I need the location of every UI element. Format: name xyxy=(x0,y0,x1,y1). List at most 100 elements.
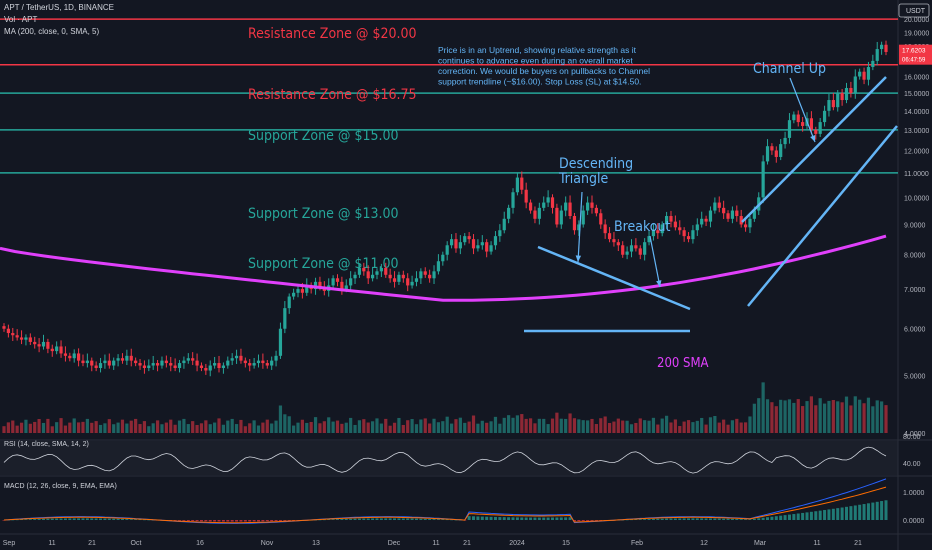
macd-histogram-bar xyxy=(845,506,849,520)
volume-bar xyxy=(761,382,765,433)
volume-bar xyxy=(621,420,625,433)
candle-body xyxy=(199,365,204,369)
macd-histogram-bar xyxy=(730,518,734,520)
volume-bar xyxy=(401,424,405,433)
candle-body xyxy=(700,218,704,225)
candle-body xyxy=(103,360,107,364)
candle-body xyxy=(94,365,98,369)
volume-bar xyxy=(471,415,476,433)
macd-histogram-bar xyxy=(836,508,840,520)
volume-bar xyxy=(151,423,155,433)
candle-body xyxy=(90,360,94,366)
volume-bar xyxy=(191,421,195,433)
volume-bar xyxy=(199,423,204,433)
commentary-line-3: support trendline (~$16.00). Stop Loss (… xyxy=(438,77,641,87)
candle-body xyxy=(362,267,366,272)
volume-bar xyxy=(590,418,594,433)
volume-bar xyxy=(239,419,243,433)
macd-histogram-bar xyxy=(388,518,392,520)
volume-bar xyxy=(599,418,603,433)
macd-histogram-bar xyxy=(472,516,476,520)
commentary-line-2: correction. We would be buyers on pullba… xyxy=(438,66,650,76)
candle-body xyxy=(41,341,46,347)
macd-histogram-bar xyxy=(243,520,247,522)
volume-bar xyxy=(252,420,256,433)
volume-bar xyxy=(616,418,620,433)
volume-bar xyxy=(362,419,366,433)
candle-body xyxy=(419,271,423,279)
candle-body xyxy=(85,360,89,364)
volume-bar xyxy=(226,420,230,433)
volume-bar xyxy=(370,421,375,433)
rsi-line xyxy=(3,446,887,474)
ma-legend: MA (200, close, 0, SMA, 5) xyxy=(4,27,100,36)
channel-up-label: Channel Up xyxy=(753,61,826,77)
volume-bar xyxy=(480,420,484,433)
macd-histogram-bar xyxy=(357,518,361,520)
candle-body xyxy=(844,87,849,101)
macd-histogram-bar xyxy=(787,514,791,520)
macd-histogram-bar xyxy=(502,517,506,520)
volume-bar xyxy=(884,405,888,433)
volume-bar xyxy=(107,419,111,433)
candle-body xyxy=(221,365,226,369)
macd-histogram-bar xyxy=(814,511,818,520)
macd-histogram-bar xyxy=(682,518,686,520)
volume-bar xyxy=(177,420,182,433)
macd-histogram-bar xyxy=(480,516,484,520)
macd-histogram-bar xyxy=(414,518,418,520)
candle-body xyxy=(234,355,239,359)
volume-bar xyxy=(454,419,458,433)
macd-histogram-bar xyxy=(524,517,528,520)
volume-bar xyxy=(577,419,581,433)
candle-body xyxy=(507,207,511,219)
macd-histogram-bar xyxy=(638,519,642,520)
volume-bar xyxy=(849,405,853,433)
volume-bar xyxy=(669,422,673,433)
level-label-1: Resistance Zone @ $16.75 xyxy=(248,87,417,103)
volume-bar xyxy=(752,403,756,433)
candle-body xyxy=(849,87,853,94)
volume-bar xyxy=(625,420,629,433)
macd-histogram-bar xyxy=(774,516,778,520)
macd-histogram-bar xyxy=(235,520,239,522)
candle-body xyxy=(33,341,37,345)
volume-bar xyxy=(831,400,835,433)
volume-bar xyxy=(24,419,28,433)
volume-bar xyxy=(629,424,634,433)
volume-bar xyxy=(515,415,520,433)
volume-bar xyxy=(313,417,318,433)
volume-bar xyxy=(217,418,221,433)
macd-histogram-bar xyxy=(880,501,884,520)
candle-body xyxy=(406,278,410,286)
macd-histogram-bar xyxy=(11,519,15,521)
time-tick: Mar xyxy=(754,540,767,547)
channel-lower-line xyxy=(747,125,898,307)
macd-histogram-bar xyxy=(831,508,835,520)
candle-body xyxy=(217,363,221,369)
candle-body xyxy=(546,197,550,203)
candle-body xyxy=(432,271,436,279)
candle-body xyxy=(682,230,686,237)
macd-tick: 1.0000 xyxy=(903,490,925,497)
macd-histogram-bar xyxy=(643,519,647,520)
macd-histogram-bar xyxy=(199,520,203,522)
macd-histogram-bar xyxy=(274,520,278,522)
candle-body xyxy=(252,363,256,366)
candle-body xyxy=(651,230,656,237)
candle-body xyxy=(15,335,19,338)
candle-body xyxy=(511,192,515,208)
macd-histogram-bar xyxy=(77,518,81,520)
candle-body xyxy=(555,207,559,225)
volume-bar xyxy=(805,401,809,433)
candle-body xyxy=(213,363,217,366)
candle-body xyxy=(572,216,577,231)
volume-bar xyxy=(476,423,480,433)
candle-body xyxy=(801,122,805,126)
volume-bar xyxy=(120,419,125,433)
price-tick: 14.0000 xyxy=(904,109,929,116)
candle-body xyxy=(24,337,28,340)
macd-histogram-bar xyxy=(660,518,664,520)
macd-histogram-bar xyxy=(678,518,682,520)
